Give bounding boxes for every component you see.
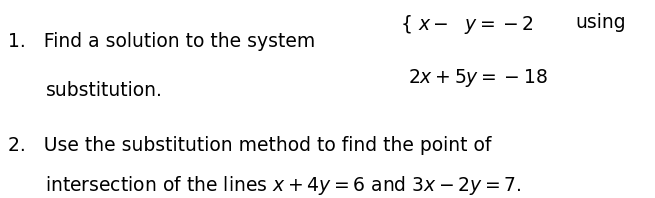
Text: 1.   Find a solution to the system: 1. Find a solution to the system	[8, 32, 315, 51]
Text: using: using	[576, 13, 626, 32]
Text: substitution.: substitution.	[45, 81, 162, 100]
Text: 2.   Use the substitution method to find the point of: 2. Use the substitution method to find t…	[8, 136, 491, 155]
Text: intersection of the lines $x + 4y = 6$ and $3x - 2y = 7$.: intersection of the lines $x + 4y = 6$ a…	[45, 174, 522, 197]
Text: $2x + 5y = -18$: $2x + 5y = -18$	[408, 67, 548, 89]
Text: $\{ \ x - \ \ y = -2$: $\{ \ x - \ \ y = -2$	[400, 13, 534, 36]
